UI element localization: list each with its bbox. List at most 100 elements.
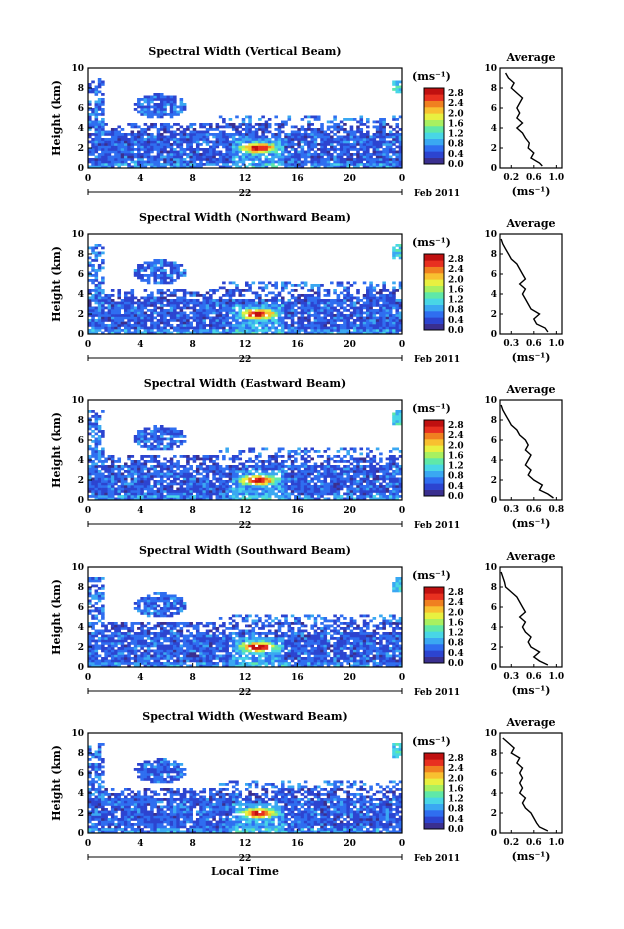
heatmap-cell bbox=[222, 140, 226, 144]
heatmap-cell bbox=[173, 495, 177, 498]
profile-x-tick-label: 0.6 bbox=[526, 173, 542, 183]
heatmap-cell bbox=[169, 130, 174, 134]
heatmap-cell bbox=[395, 314, 400, 317]
heatmap-cell bbox=[127, 123, 131, 126]
heatmap-cell bbox=[222, 143, 226, 146]
heatmap-cell bbox=[241, 133, 246, 136]
heatmap-cell bbox=[143, 321, 148, 325]
heatmap-cell bbox=[369, 296, 373, 300]
heatmap-cell bbox=[130, 150, 135, 154]
heatmap-cell bbox=[228, 497, 233, 501]
heatmap-cell bbox=[238, 143, 243, 146]
heatmap-cell bbox=[97, 264, 102, 267]
heatmap-cell bbox=[310, 155, 314, 159]
heatmap-cell bbox=[228, 465, 233, 468]
heatmap-cell bbox=[280, 143, 285, 146]
heatmap-cell bbox=[120, 321, 125, 325]
heatmap-cell bbox=[241, 465, 246, 468]
heatmap-cell bbox=[352, 331, 357, 335]
heatmap-cell bbox=[222, 165, 226, 169]
heatmap-cell bbox=[104, 153, 108, 156]
heatmap-cell bbox=[97, 251, 102, 255]
heatmap-cell bbox=[150, 442, 154, 446]
heatmap-cell bbox=[307, 160, 311, 164]
heatmap-cell bbox=[176, 145, 180, 149]
heatmap-cell bbox=[91, 249, 95, 252]
heatmap-cell bbox=[209, 306, 213, 310]
y-tick-label: 10 bbox=[71, 230, 84, 240]
heatmap-cell bbox=[277, 480, 282, 483]
heatmap-cell bbox=[146, 329, 151, 332]
heatmap-cell bbox=[287, 158, 292, 161]
heatmap-cell bbox=[169, 113, 174, 116]
heatmap-cell bbox=[91, 472, 95, 476]
heatmap-cell bbox=[88, 291, 92, 295]
heatmap-cell bbox=[395, 83, 400, 86]
heatmap-cell bbox=[88, 128, 92, 131]
heatmap-cell bbox=[228, 153, 233, 156]
heatmap-cell bbox=[150, 319, 154, 322]
heatmap-cell bbox=[94, 482, 99, 486]
heatmap-cell bbox=[117, 485, 122, 488]
heatmap-cell bbox=[117, 133, 122, 136]
heatmap-cell bbox=[166, 160, 171, 164]
heatmap-cell bbox=[352, 472, 357, 476]
heatmap-cell bbox=[159, 437, 164, 441]
heatmap-cell bbox=[277, 465, 282, 468]
heatmap-cell bbox=[388, 314, 393, 317]
heatmap-cell bbox=[146, 110, 151, 114]
heatmap-cell bbox=[290, 331, 295, 335]
heatmap-cell bbox=[195, 301, 200, 305]
heatmap-cell bbox=[343, 497, 347, 501]
heatmap-cell bbox=[137, 316, 141, 320]
heatmap-cell bbox=[379, 452, 383, 456]
heatmap-cell bbox=[284, 314, 288, 317]
heatmap-cell bbox=[248, 301, 252, 305]
heatmap-cell bbox=[356, 153, 360, 156]
heatmap-cell bbox=[251, 133, 256, 136]
heatmap-cell bbox=[258, 155, 262, 159]
heatmap-cell bbox=[101, 301, 105, 305]
heatmap-cell bbox=[163, 140, 167, 144]
heatmap-cell bbox=[159, 264, 164, 267]
heatmap-cell bbox=[166, 155, 171, 159]
heatmap-cell bbox=[323, 138, 328, 141]
heatmap-cell bbox=[94, 286, 99, 290]
heatmap-cell bbox=[228, 143, 233, 146]
heatmap-cell bbox=[176, 316, 180, 320]
heatmap-cell bbox=[300, 462, 305, 466]
heatmap-cell bbox=[343, 465, 347, 468]
heatmap-cell bbox=[218, 143, 223, 146]
heatmap-cell bbox=[176, 266, 180, 270]
heatmap-cell bbox=[97, 266, 102, 270]
heatmap-cell bbox=[202, 311, 207, 315]
heatmap-cell bbox=[140, 148, 144, 151]
heatmap-cell bbox=[186, 470, 190, 473]
heatmap-cell bbox=[153, 495, 157, 498]
heatmap-cell bbox=[303, 306, 308, 310]
heatmap-cell bbox=[104, 477, 108, 481]
heatmap-cell bbox=[176, 477, 180, 481]
heatmap-cell bbox=[248, 306, 252, 310]
heatmap-cell bbox=[156, 138, 161, 141]
heatmap-cell bbox=[261, 148, 265, 151]
heatmap-cell bbox=[284, 321, 288, 325]
heatmap-cell bbox=[280, 462, 285, 466]
heatmap-cell bbox=[140, 311, 144, 315]
heatmap-cell bbox=[123, 304, 128, 307]
heatmap-cell bbox=[339, 304, 344, 307]
heatmap-cell bbox=[375, 304, 380, 307]
heatmap-cell bbox=[199, 331, 203, 335]
heatmap-cell bbox=[110, 470, 115, 473]
heatmap-cell bbox=[133, 497, 138, 501]
heatmap-cell bbox=[313, 492, 318, 496]
heatmap-cell bbox=[140, 163, 144, 166]
heatmap-cell bbox=[143, 477, 148, 481]
heatmap-cell bbox=[294, 452, 298, 456]
heatmap-cell bbox=[199, 490, 203, 493]
heatmap-cell bbox=[146, 108, 151, 111]
heatmap-cell bbox=[264, 301, 269, 305]
heatmap-cell bbox=[101, 319, 105, 322]
heatmap-cell bbox=[251, 324, 256, 327]
heatmap-cell bbox=[303, 140, 308, 144]
